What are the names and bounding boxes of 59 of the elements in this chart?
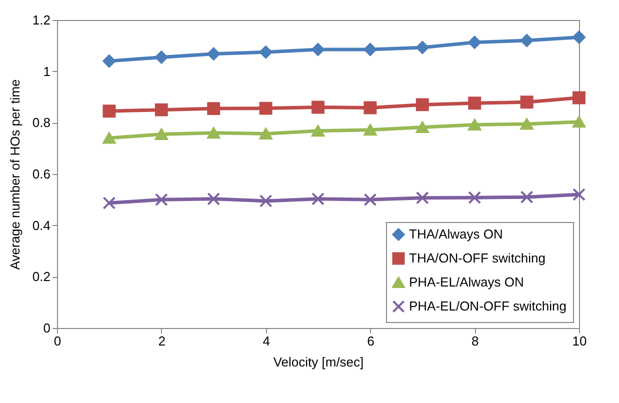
legend-label: THA/Always ON xyxy=(409,226,503,242)
point xyxy=(364,43,377,56)
point xyxy=(207,192,220,206)
point xyxy=(416,191,429,204)
point xyxy=(416,40,429,54)
point xyxy=(364,101,377,114)
point xyxy=(572,30,586,44)
point xyxy=(364,193,377,206)
y-tick-label: 0.8 xyxy=(32,115,50,130)
point xyxy=(207,127,220,139)
point xyxy=(468,118,482,130)
y-tick-label: 0 xyxy=(43,320,50,336)
point xyxy=(312,100,324,114)
legend-label: PHA-EL/ON-OFF switching xyxy=(409,298,566,314)
y-tick-label: 0.6 xyxy=(32,166,50,182)
y-tick-label: 1 xyxy=(43,64,50,79)
point xyxy=(572,91,586,104)
point xyxy=(312,125,324,137)
x-axis-title: Velocity [m/sec] xyxy=(273,354,364,370)
point xyxy=(572,188,586,202)
point xyxy=(468,96,482,110)
x-tick-label: 8 xyxy=(471,334,479,348)
x-tick-label: 2 xyxy=(158,334,166,348)
point xyxy=(520,34,534,48)
y-axis-title: Average number of HOs per time xyxy=(7,79,22,270)
point xyxy=(207,102,220,116)
point xyxy=(416,98,429,112)
point xyxy=(312,192,324,206)
point xyxy=(520,190,534,204)
point xyxy=(572,116,586,128)
x-tick-label: 4 xyxy=(262,334,270,348)
point xyxy=(259,194,272,208)
point xyxy=(312,43,324,56)
y-tick-label: 0.2 xyxy=(32,269,50,284)
point xyxy=(259,46,272,59)
point xyxy=(102,196,116,210)
point xyxy=(207,47,220,60)
point xyxy=(259,128,272,140)
x-tick-label: 0 xyxy=(54,334,62,348)
point xyxy=(520,96,534,109)
point xyxy=(259,102,272,115)
y-tick-label: 1.2 xyxy=(32,12,50,28)
y-tick-label: 0.4 xyxy=(32,218,50,233)
x-tick-label: 10 xyxy=(572,334,587,348)
point xyxy=(154,50,168,64)
point xyxy=(102,54,116,68)
point xyxy=(154,128,168,140)
x-tick-label: 6 xyxy=(367,334,374,348)
legend-label: PHA-EL/Always ON xyxy=(409,274,524,290)
point xyxy=(154,193,168,206)
point xyxy=(102,104,116,118)
point xyxy=(468,191,482,204)
point xyxy=(520,118,534,130)
point xyxy=(154,103,168,116)
point xyxy=(468,36,482,49)
point xyxy=(364,124,377,136)
legend-label: THA/ON-OFF switching xyxy=(409,250,546,266)
point xyxy=(416,122,429,134)
point xyxy=(102,132,116,144)
